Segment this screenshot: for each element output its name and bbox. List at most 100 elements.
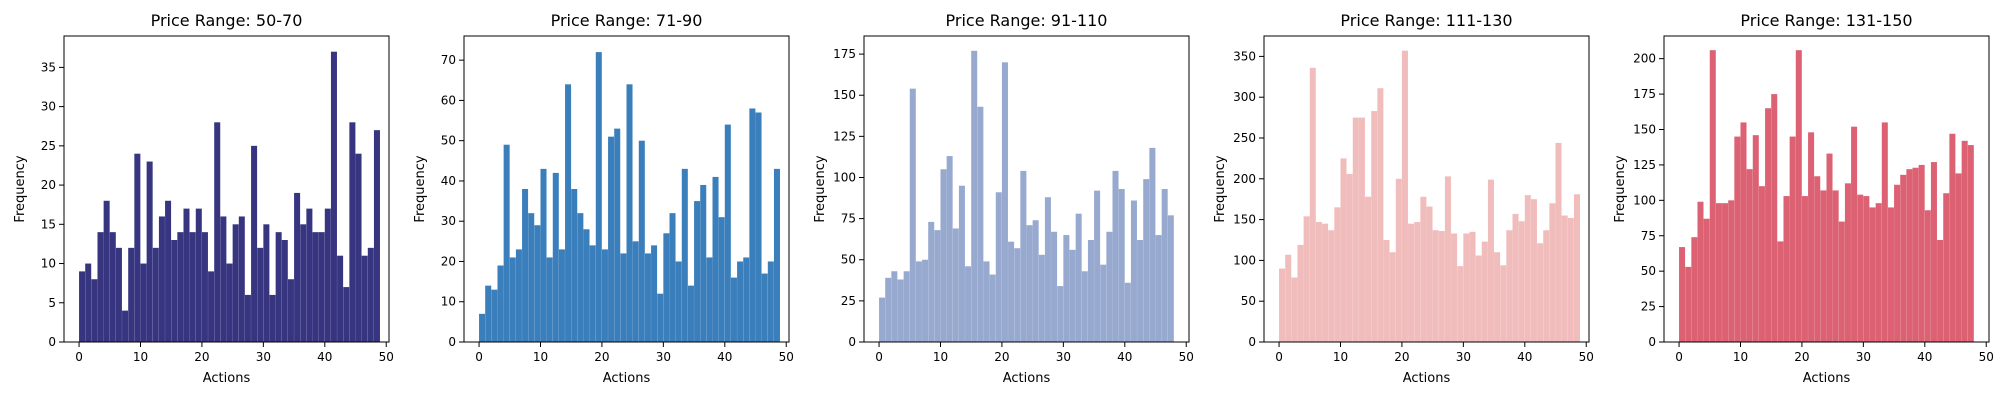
y-tick-label: 125 — [1633, 158, 1656, 172]
bar — [1426, 206, 1433, 342]
bar — [1703, 218, 1710, 342]
bar — [134, 153, 141, 342]
bar — [767, 261, 774, 342]
bar — [1715, 203, 1722, 342]
bar — [1543, 230, 1550, 342]
x-tick-label: 40 — [317, 350, 332, 364]
bar — [1457, 266, 1464, 342]
y-tick-label: 200 — [1233, 172, 1256, 186]
bar — [965, 266, 972, 342]
bar — [724, 124, 731, 342]
y-tick-label: 0 — [448, 335, 456, 349]
bar — [1746, 169, 1753, 342]
x-tick-label: 50 — [779, 350, 794, 364]
bar — [275, 232, 282, 342]
x-tick-label: 0 — [875, 350, 883, 364]
bar — [669, 213, 676, 342]
x-tick-label: 10 — [133, 350, 148, 364]
y-tick-label: 250 — [1233, 131, 1256, 145]
bar — [1087, 240, 1094, 342]
y-tick-label: 100 — [1233, 253, 1256, 267]
bar — [257, 247, 264, 342]
bar — [515, 249, 522, 342]
bar — [1279, 268, 1286, 342]
bar — [177, 232, 184, 342]
x-tick-label: 40 — [1117, 350, 1132, 364]
bar — [1063, 235, 1070, 342]
x-tick-label: 0 — [475, 350, 483, 364]
bar — [1555, 142, 1562, 342]
x-tick-label: 50 — [1979, 350, 1994, 364]
bar — [995, 192, 1002, 342]
bar — [337, 255, 344, 342]
bar — [140, 263, 147, 342]
bar — [294, 192, 301, 342]
bar — [958, 185, 965, 342]
bar — [1444, 176, 1451, 342]
y-tick-label: 50 — [441, 134, 456, 148]
bar — [97, 232, 104, 342]
bar — [1451, 233, 1458, 342]
y-tick-label: 25 — [841, 294, 856, 308]
y-axis-label: Frequency — [13, 155, 28, 222]
bar — [1401, 50, 1408, 342]
bar — [1912, 167, 1919, 342]
bar — [1494, 252, 1501, 342]
y-tick-label: 25 — [41, 139, 56, 153]
bar — [1094, 190, 1101, 342]
y-tick-label: 100 — [1633, 193, 1656, 207]
bar — [1475, 255, 1482, 342]
bar — [1844, 183, 1851, 342]
bar — [1801, 196, 1808, 342]
bar — [1900, 174, 1907, 342]
y-tick-label: 50 — [1241, 294, 1256, 308]
bar — [903, 271, 910, 342]
bar — [1765, 108, 1772, 342]
bar — [1851, 126, 1858, 342]
chart-panel-4: 0 10 20 30 40 50 0 50 100 150 200 250 300 350 Price Ra… — [1213, 11, 1594, 386]
bar — [1808, 132, 1815, 342]
bar — [1685, 266, 1692, 342]
bar — [269, 294, 276, 342]
bar — [1518, 221, 1525, 342]
x-tick-label: 40 — [1517, 350, 1532, 364]
bar — [1949, 133, 1956, 342]
plot-frame — [863, 35, 1190, 343]
bar — [1918, 164, 1925, 342]
bar — [349, 122, 356, 342]
y-tick-label: 15 — [41, 217, 56, 231]
bar — [1795, 50, 1802, 343]
bar — [1167, 215, 1174, 342]
bar — [115, 247, 122, 342]
bar — [540, 168, 547, 342]
bar — [922, 259, 929, 342]
bar — [1487, 179, 1494, 342]
bar — [1758, 186, 1765, 342]
bar — [1285, 254, 1292, 342]
x-tick-label: 0 — [1675, 350, 1683, 364]
x-tick-label: 10 — [1733, 350, 1748, 364]
bar — [1820, 190, 1827, 342]
bar — [1069, 249, 1076, 342]
bar — [367, 247, 374, 342]
plot-frame — [1263, 35, 1590, 343]
bar — [983, 261, 990, 342]
bar — [1020, 170, 1027, 342]
y-axis-label: Frequency — [1613, 155, 1628, 222]
bar — [657, 293, 664, 342]
bar — [675, 261, 682, 342]
bar — [1875, 203, 1882, 342]
y-tick-label: 60 — [441, 93, 456, 107]
plot-frame — [463, 35, 790, 343]
bar — [528, 213, 535, 342]
bar — [1463, 233, 1470, 342]
bar — [1961, 140, 1968, 342]
bar — [552, 172, 559, 342]
bar — [195, 208, 202, 342]
bar — [330, 51, 337, 342]
bar — [1869, 207, 1876, 342]
bar — [1038, 254, 1045, 342]
bar — [897, 279, 904, 342]
bar — [1863, 196, 1870, 342]
